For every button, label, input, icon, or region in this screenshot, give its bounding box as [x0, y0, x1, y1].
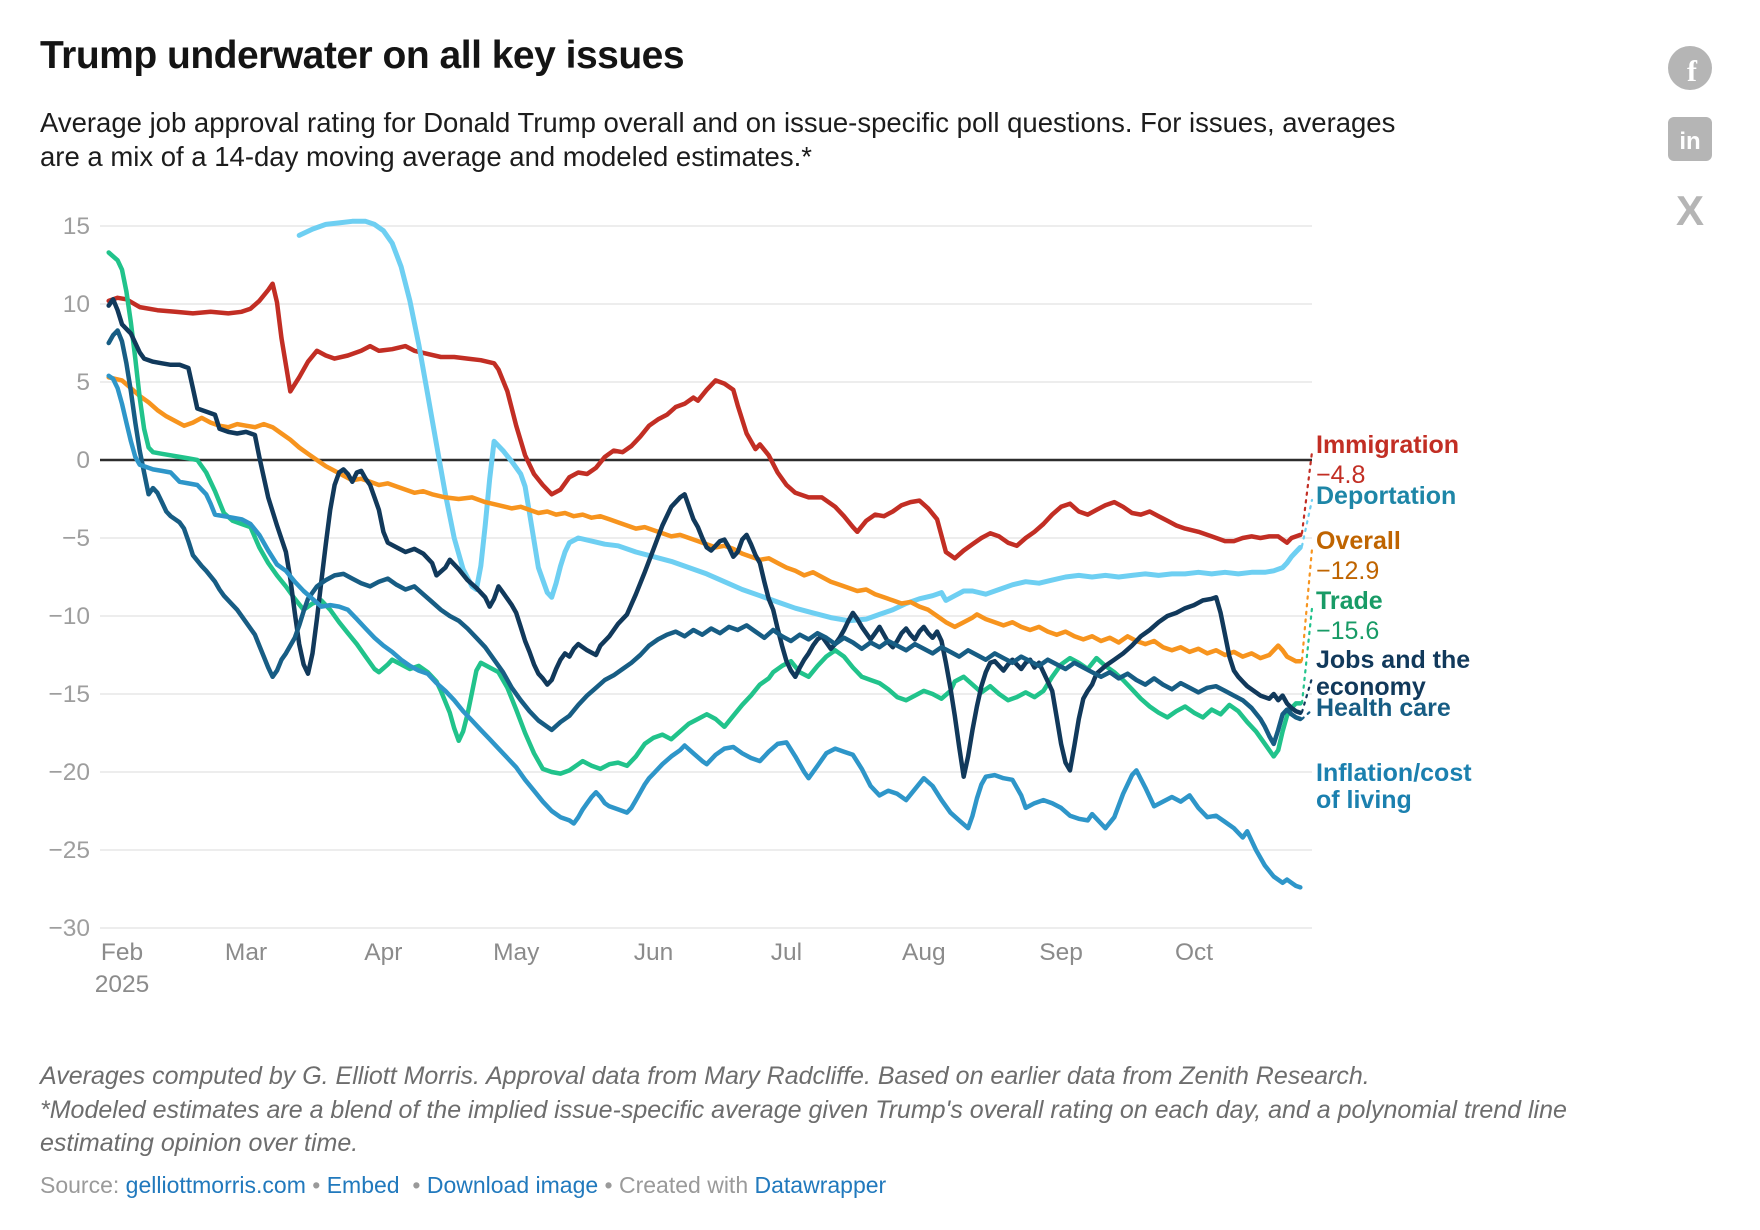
y-axis-tick-label: −25 — [48, 837, 90, 864]
facebook-icon: f — [1668, 46, 1712, 90]
source-label: Source: — [40, 1172, 120, 1198]
series-label-jobs-economy: Jobs and the — [1316, 646, 1471, 674]
source-row: Source: gelliottmorris.com • Embed • Dow… — [40, 1172, 886, 1199]
x-share-button[interactable]: X — [1668, 187, 1712, 234]
facebook-share-button[interactable]: f — [1668, 45, 1712, 90]
series-label-inflation-line2: of living — [1316, 786, 1412, 814]
chart-subtitle-line1: Average job approval rating for Donald T… — [40, 107, 1396, 138]
series-line-overall — [106, 375, 1303, 664]
bullet-separator: • — [604, 1172, 613, 1198]
x-axis-month-jun: Jun — [634, 939, 674, 966]
x-axis-month-may: May — [493, 939, 540, 966]
created-with-label: Created with — [619, 1172, 749, 1198]
svg-text:in: in — [1679, 128, 1700, 155]
series-line-immigration — [106, 281, 1303, 561]
y-axis-tick-label: −10 — [48, 603, 90, 630]
linkedin-icon: in — [1668, 117, 1712, 161]
download-image-link[interactable]: Download image — [426, 1172, 599, 1198]
svg-text:X: X — [1676, 189, 1704, 233]
x-axis-month-feb: Feb — [101, 939, 143, 966]
series-label-trade: Trade — [1316, 587, 1383, 615]
chart-footnote-line2: estimating opinion over time. — [40, 1129, 359, 1157]
series-line-jobs-economy — [106, 297, 1303, 779]
source-link[interactable]: gelliottmorris.com — [125, 1172, 306, 1198]
y-axis-tick-label: −30 — [48, 915, 90, 942]
label-leader-jobs-economy — [1300, 676, 1314, 714]
y-axis-tick-label: −5 — [62, 525, 90, 552]
y-axis-tick-label: 10 — [63, 291, 90, 318]
x-axis-month-apr: Apr — [364, 939, 402, 966]
bullet-separator: • — [312, 1172, 321, 1198]
y-axis-tick-label: 0 — [76, 447, 90, 474]
y-axis-tick-label: −20 — [48, 759, 90, 786]
y-axis-tick-label: 5 — [76, 369, 90, 396]
x-axis-month-jul: Jul — [771, 939, 802, 966]
embed-link[interactable]: Embed — [326, 1172, 400, 1198]
datawrapper-link[interactable]: Datawrapper — [754, 1172, 887, 1198]
series-label-jobs-economy-line2: economy — [1316, 673, 1426, 701]
label-leader-deportation — [1300, 498, 1314, 548]
series-line-inflation — [106, 373, 1303, 890]
label-leader-immigration — [1300, 450, 1314, 535]
series-value-trade: −15.6 — [1316, 617, 1380, 645]
series-label-deportation: Deportation — [1316, 482, 1457, 510]
y-axis-tick-label: −15 — [48, 681, 90, 708]
label-leader-overall — [1300, 547, 1314, 662]
series-label-health-care: Health care — [1316, 694, 1451, 722]
x-axis-month-mar: Mar — [225, 939, 267, 966]
svg-text:f: f — [1687, 55, 1698, 88]
x-twitter-icon: X — [1676, 187, 1704, 234]
linkedin-share-button[interactable]: in — [1668, 117, 1712, 161]
x-axis-month-aug: Aug — [902, 939, 946, 966]
page-title: Trump underwater on all key issues — [40, 34, 685, 77]
bullet-separator: • — [412, 1172, 421, 1198]
x-axis-year-label: 2025 — [95, 971, 150, 998]
series-value-overall: −12.9 — [1316, 557, 1380, 585]
series-line-deportation — [296, 218, 1303, 624]
label-leader-health-care — [1300, 708, 1314, 721]
x-axis-month-sep: Sep — [1039, 939, 1083, 966]
series-line-trade — [106, 250, 1303, 776]
x-axis-month-oct: Oct — [1175, 939, 1213, 966]
chart-notes: Averages computed by G. Elliott Morris. … — [40, 1062, 1370, 1090]
series-label-overall: Overall — [1316, 527, 1401, 555]
chart-footnote-line1: *Modeled estimates are a blend of the im… — [40, 1096, 1567, 1124]
label-leader-trade — [1300, 606, 1314, 705]
y-axis-tick-label: 15 — [63, 213, 90, 240]
series-label-inflation: Inflation/cost — [1316, 759, 1472, 787]
series-line-health-care — [106, 328, 1303, 747]
series-value-immigration: −4.8 — [1316, 461, 1366, 489]
series-label-immigration: Immigration — [1316, 431, 1460, 459]
chart-subtitle-line2: are a mix of a 14-day moving average and… — [40, 141, 812, 172]
